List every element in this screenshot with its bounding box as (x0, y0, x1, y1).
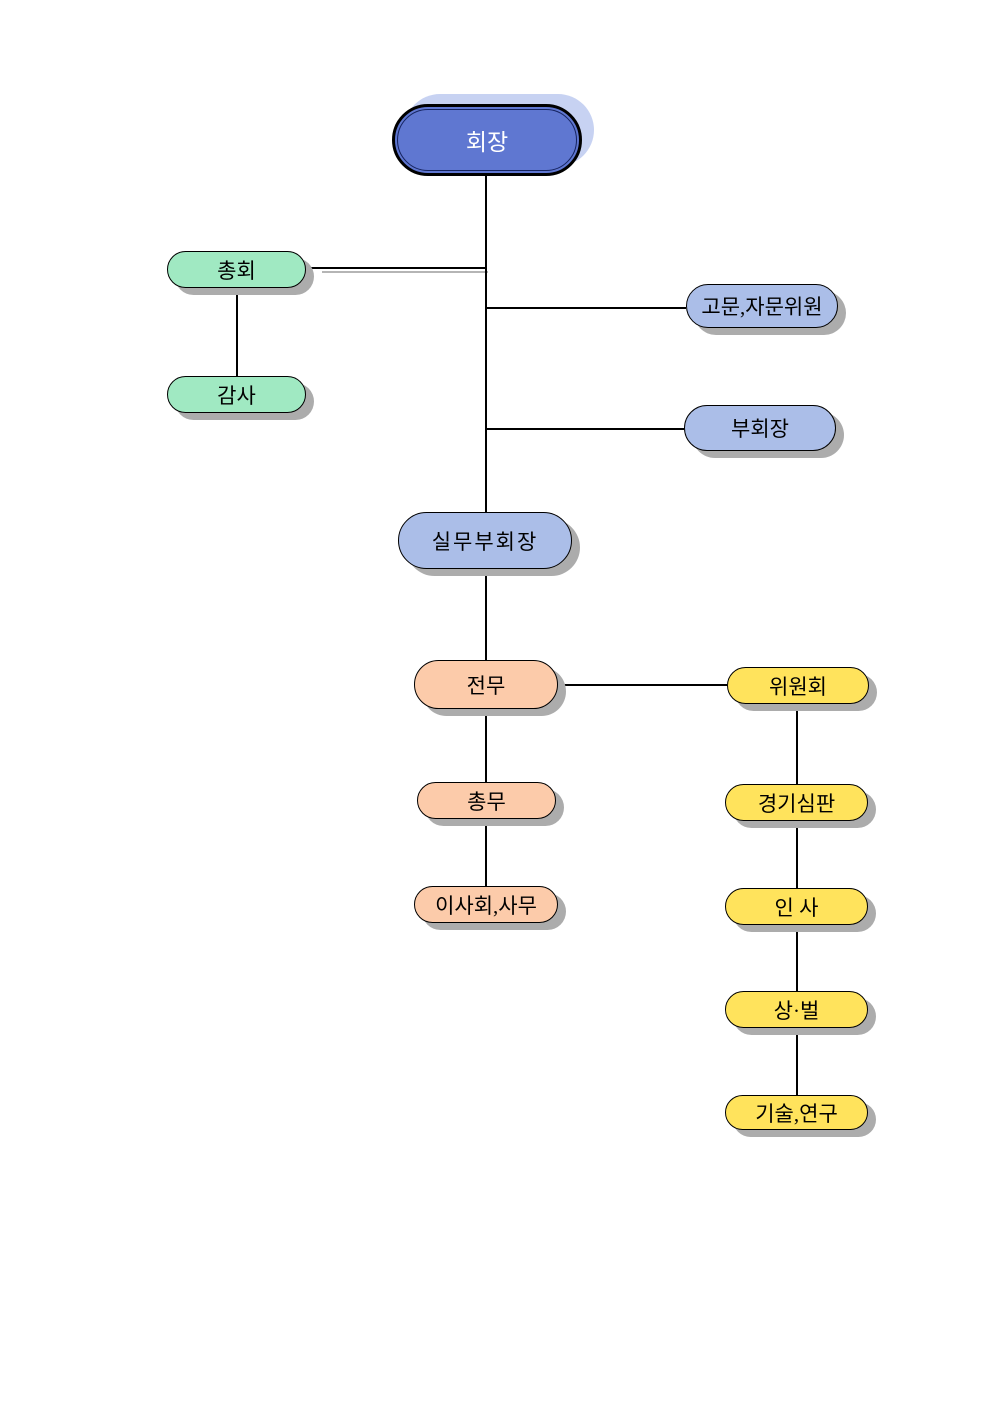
node-label: 상·벌 (773, 998, 820, 1023)
connector-personnel-to-rewards-penalties (796, 925, 798, 991)
node-label: 인 사 (774, 895, 819, 920)
node-label: 총회 (217, 258, 256, 283)
connector-chairman-to-general-assembly (306, 267, 486, 269)
node-vice-chairman: 부회장 (684, 405, 836, 451)
node-label: 부회장 (731, 417, 789, 441)
connector-general-affairs-to-board-office (485, 819, 487, 886)
node-label: 고문,자문위원 (701, 295, 823, 319)
node-chairman: 회장 (392, 104, 582, 176)
node-committee: 위원회 (727, 667, 869, 704)
node-game-referee: 경기심판 (725, 784, 868, 821)
connector-rewards-penalties-to-technology-research (796, 1028, 798, 1095)
node-label: 회장 (465, 130, 509, 155)
connector-managing-director-to-committee (558, 684, 727, 686)
node-label: 전무 (466, 673, 506, 698)
connector-executive-vice-chairman-to-managing-director (485, 569, 487, 660)
node-board-office: 이사회,사무 (414, 886, 558, 923)
connector-committee-to-game-referee (796, 704, 798, 784)
connector-general-assembly-to-auditor (236, 288, 238, 376)
node-general-assembly: 총회 (167, 251, 306, 288)
node-label: 경기심판 (757, 791, 836, 816)
node-label: 위원회 (769, 674, 827, 699)
connector-chairman-to-vice-chairman (486, 428, 684, 430)
connector-game-referee-to-personnel (796, 821, 798, 888)
connector-managing-director-to-general-affairs (485, 709, 487, 782)
node-rewards-penalties: 상·벌 (725, 991, 868, 1028)
node-technology-research: 기술,연구 (725, 1095, 868, 1130)
connector-shadow (322, 271, 488, 273)
node-label: 이사회,사무 (435, 893, 537, 918)
node-executive-vice-chairman: 실무부회장 (398, 512, 572, 569)
node-managing-director: 전무 (414, 660, 558, 709)
node-label: 기술,연구 (755, 1101, 838, 1126)
node-advisors: 고문,자문위원 (686, 284, 838, 328)
node-label: 감사 (217, 383, 256, 408)
node-label: 실무부회장 (431, 529, 539, 554)
node-personnel: 인 사 (725, 888, 868, 925)
connector-chairman-to-advisors (486, 307, 686, 309)
node-label: 총무 (467, 789, 506, 814)
node-general-affairs: 총무 (417, 782, 556, 819)
connector-chairman-to-executive-vice-chairman (485, 176, 487, 512)
node-auditor: 감사 (167, 376, 306, 413)
